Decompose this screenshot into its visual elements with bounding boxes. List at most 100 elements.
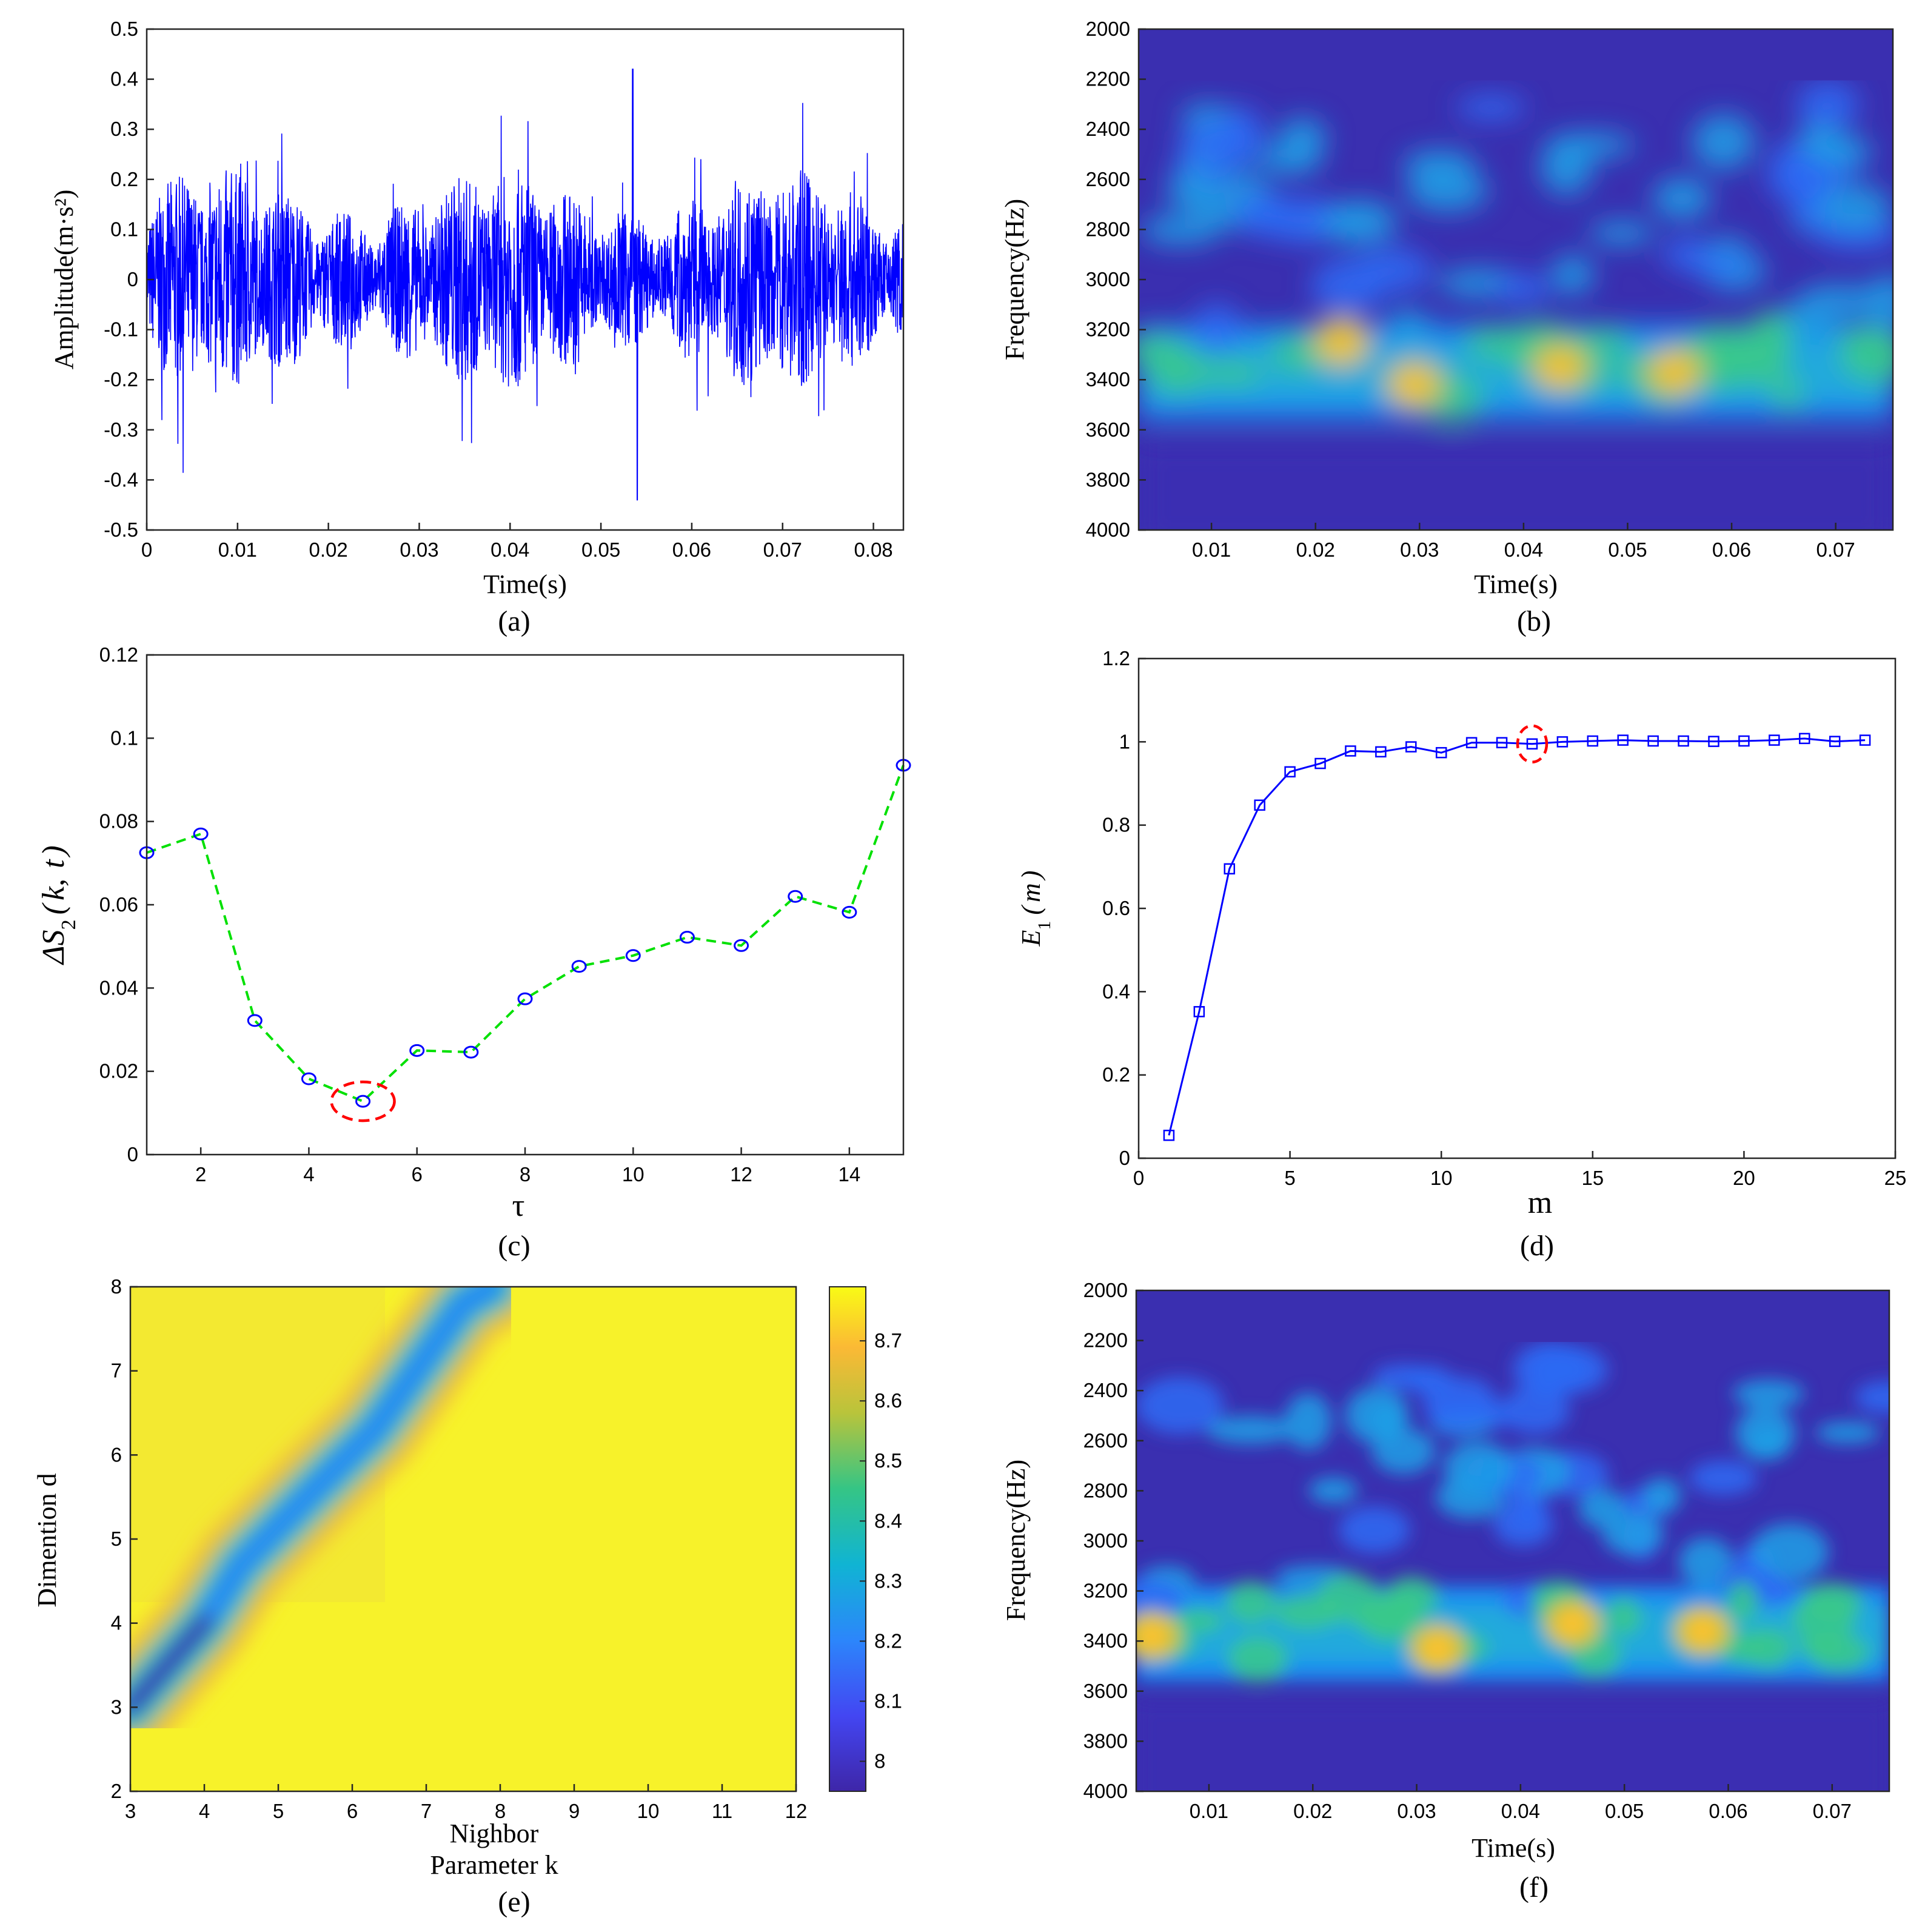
panel-f-chart: 0.01 0.02 0.03 0.04 0.05 0.06 0.07 2000 2200 2400… [1001,1279,1890,1903]
energy-blob [1205,1415,1295,1444]
x-tick-label: 4 [303,1163,314,1186]
plot-frame [146,654,905,1156]
energy-blob [1642,1477,1681,1514]
x-tick-label: 0.01 [1190,1800,1228,1822]
energy-blob [1384,1592,1424,1631]
data-point-marker [571,960,587,973]
data-point-marker [1738,735,1750,747]
x-tick-label: 0.01 [1192,538,1231,561]
data-point-marker [1556,736,1569,748]
y-tick-label: 3800 [1086,468,1130,491]
y-tick-label: 0.5 [110,18,138,40]
energy-blob [1545,132,1635,158]
colorbar-tick-label: 8 [874,1749,885,1772]
panel-d-chart: 0 5 10 15 20 25 0 0.2 0.4 0.6 0.8 1 1.2 m E1(m) (d) [1016,647,1906,1262]
energy-blob [1227,1635,1288,1683]
y-tick-label: 3200 [1086,318,1130,341]
energy-blob [1551,255,1595,295]
x-tick-label: 0.03 [1400,538,1439,561]
x-tick-label: 0.04 [1501,1800,1540,1822]
data-point-marker [247,1014,263,1027]
energy-blob [1316,1573,1381,1623]
y-tick-label: 0.8 [1102,814,1130,836]
y-tick-label: 0.4 [110,68,138,90]
x-tick-label: 3 [125,1800,136,1822]
panel-label: (c) [498,1230,530,1262]
e1-series-line [1168,737,1866,1136]
colorbar-tick-label: 8.2 [874,1629,902,1652]
y-tick-label: -0.1 [104,318,138,341]
y-tick-label: 2600 [1086,168,1130,190]
panel-label: (e) [498,1886,530,1918]
y-tick-label: 0.4 [1102,980,1130,1002]
y-tick-label: 0 [127,1143,138,1166]
energy-blob [1368,1403,1408,1436]
energy-blob [1800,1633,1843,1661]
x-axis-label: τ [512,1189,525,1223]
data-point-marker [1254,799,1265,811]
data-point-marker [788,890,803,903]
energy-blob [1801,1582,1863,1621]
energy-blob [1464,326,1524,360]
x-tick-label: 10 [1430,1167,1453,1189]
energy-blob [1494,274,1551,304]
x-tick-label: 9 [569,1800,580,1822]
x-tick-label: 0 [141,538,152,561]
y-axis-label: E1(m) [1016,871,1054,947]
plot-frame [146,28,905,531]
energy-blob [1277,117,1327,159]
energy-blob [1443,1441,1513,1495]
data-point-marker [1314,757,1326,770]
colorbar [829,1286,866,1792]
energy-blob [1692,113,1755,170]
x-tick-label: 5 [273,1800,284,1822]
energy-blob [1750,1523,1829,1581]
y-tick-label: 2800 [1083,1479,1128,1501]
data-point-marker [1224,863,1236,875]
y-tick-label: 2400 [1086,118,1130,140]
data-point-marker [463,1045,479,1059]
x-axis-label: Time(s) [483,569,567,599]
x-tick-label: 0.07 [1817,538,1855,561]
energy-blob [1173,1608,1224,1634]
x-tick-label: 4 [199,1800,210,1822]
y-tick-label: 0 [1119,1147,1130,1169]
energy-blob [1602,1512,1664,1555]
data-point-marker [1859,734,1871,746]
y-tick-label: 0.2 [110,168,138,190]
colorbar-tick-label: 8.1 [874,1689,902,1712]
y-tick-label: 3400 [1086,368,1130,391]
hotspot-core [1658,357,1690,387]
y-tick-label: 0.06 [99,893,138,916]
x-tick-label: 0.04 [491,538,529,561]
energy-blob [1501,1386,1570,1434]
y-tick-label: 3200 [1083,1580,1128,1602]
x-axis-label: Time(s) [1472,1833,1555,1863]
data-point-marker [1345,745,1356,757]
data-point-marker [1465,737,1478,748]
svg-text:ΔS2(k, t): ΔS2(k, t) [36,845,80,965]
x-tick-label: 0.05 [1608,538,1647,561]
colorbar-tick-label: 8.6 [874,1389,902,1412]
panel-c-chart: 2 4 6 8 10 12 14 0 0.02 0.04 0.06 0.08 0.1 0.12 τ ΔS2… [36,643,911,1262]
colorbar-tick-label: 8.5 [874,1449,902,1472]
hotspot-core [1556,1609,1589,1639]
data-point-marker [1496,737,1508,748]
y-tick-label: 8 [111,1275,122,1298]
y-tick-label: 3800 [1083,1729,1128,1752]
energy-blob [1684,252,1753,278]
x-tick-label: 0.02 [309,538,348,561]
data-point-marker [1708,736,1719,747]
y-tick-label: 2000 [1086,18,1130,40]
data-point-marker [1405,741,1417,753]
y-tick-label: -0.3 [104,418,138,441]
data-point-marker [301,1072,316,1085]
y-axis-label: Amplitude(m·s²) [49,190,79,370]
y-tick-label: 3000 [1083,1529,1128,1552]
x-tick-label: 11 [712,1800,732,1822]
data-point-marker [1375,746,1387,758]
data-point-marker [1284,766,1296,778]
x-axis-label-line-1: Nighbor [450,1819,539,1848]
x-tick-label: 2 [195,1163,206,1186]
